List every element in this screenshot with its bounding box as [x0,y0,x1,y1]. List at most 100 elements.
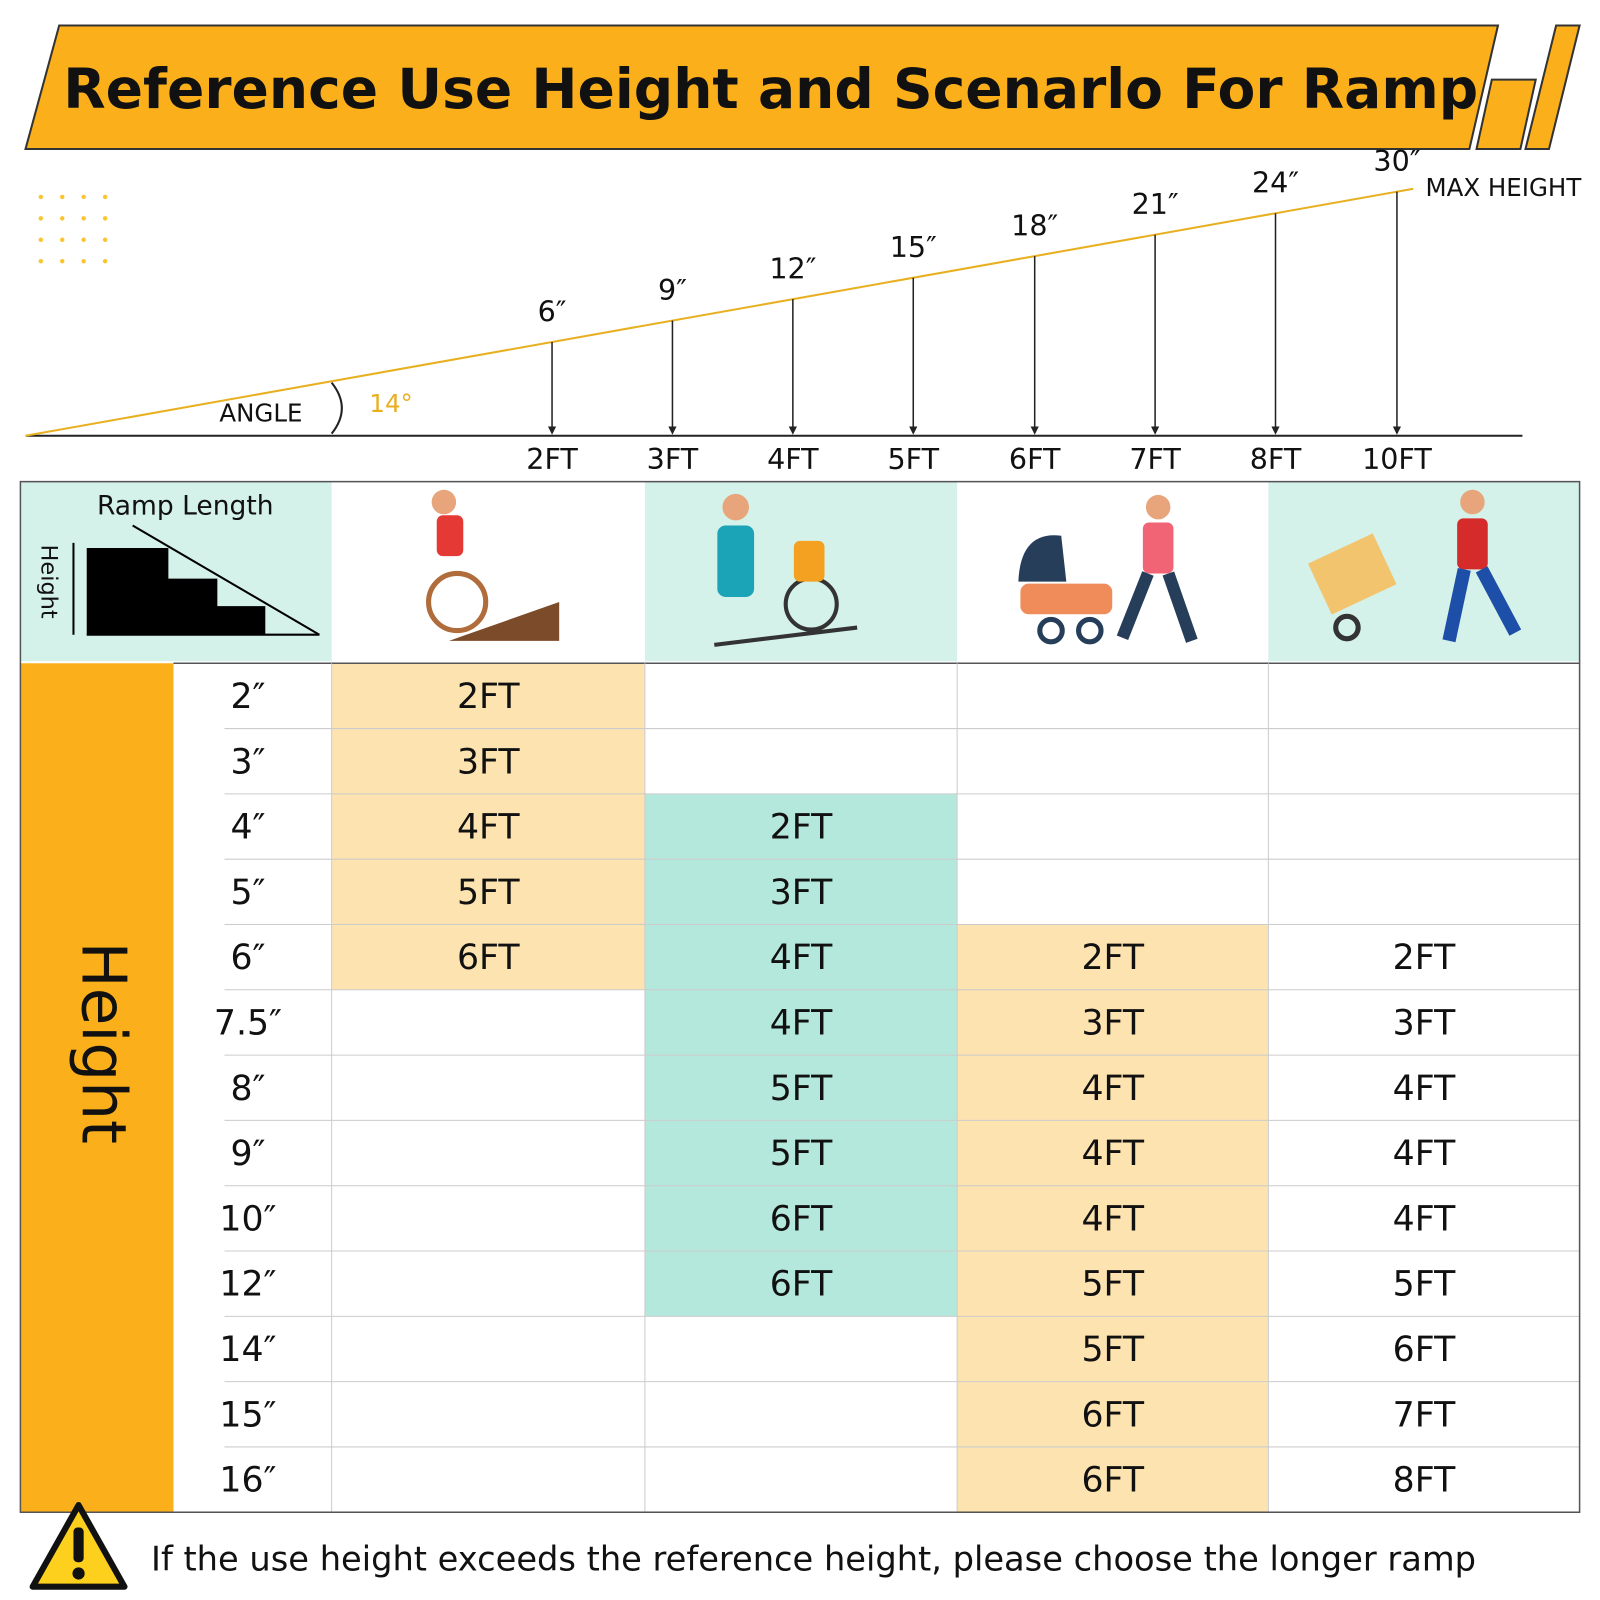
length-label: 3FT [647,442,699,476]
cell-value: 3FT [1393,1003,1456,1043]
length-label: 7FT [1129,442,1181,476]
cell [957,1316,1269,1382]
cell-value: 4FT [1393,1134,1456,1174]
cell-value: 8FT [1393,1461,1456,1501]
cell [957,1120,1269,1186]
cell-value: 6FT [1081,1395,1144,1435]
height-value: 2″ [230,677,265,717]
cell [644,1251,958,1317]
corner-length: Ramp Length [97,491,274,522]
height-value: 9″ [230,1134,265,1174]
height-value: 16″ [219,1461,276,1501]
dot [81,216,86,221]
length-label: 2FT [526,442,578,476]
dot [38,237,44,243]
table-body: 2FT 2″ 3FT 3″ 4FT 2FT 4″ 5FT 3FT 5″ 6FT 4FT 2FT 2FT 6″… [173,662,1580,1513]
cell-value: 2FT [1081,938,1144,978]
cell [331,728,645,794]
cell-value: 2FT [457,677,520,717]
cell-value: 4FT [1393,1069,1456,1109]
height-value: 10″ [219,1199,276,1239]
cell [1268,1185,1580,1252]
title: Reference Use Height and Scenarlo For Ra… [63,57,1478,121]
arrow-head [788,426,797,435]
cell-value: 3FT [457,742,520,782]
cell-value: 7FT [1393,1395,1456,1435]
cell-value: 4FT [1081,1069,1144,1109]
cell-value: 4FT [770,938,833,978]
cell-value: 5FT [1081,1330,1144,1370]
arrow-head [909,426,918,435]
dot [81,237,86,243]
cell [957,1381,1269,1447]
height-value: 12″ [219,1265,276,1305]
dot [60,216,65,221]
arrow-head [1392,426,1402,435]
cell [644,1120,958,1186]
delivery-icon [1308,489,1522,643]
height-value: 4″ [230,808,265,848]
cell-value: 4FT [1081,1134,1144,1174]
cell-value: 2FT [1393,938,1456,978]
height-band [20,663,174,1513]
cell [644,793,958,860]
height-value: 5″ [230,873,265,913]
dot [60,237,65,243]
arrow-head [1151,426,1160,435]
dot [81,258,86,264]
max-height-label: MAX HEIGHT [1426,173,1583,202]
cell [957,1185,1269,1252]
cell [1268,1251,1580,1317]
dot [60,194,65,200]
cell-value: 6FT [457,938,520,978]
banner-stripe [1475,78,1537,150]
dot [60,258,65,264]
stairs-icon [86,547,266,635]
cell [644,859,958,925]
ramp-markers: 6″ 2FT 9″ 3FT 12″ 4FT 15″ 5FT 18″ 6FT 21″ 7FT 24″ 8FT… [526,144,1432,476]
cell-value: 6FT [770,1265,833,1305]
height-value: 14″ [219,1330,276,1370]
height-label: 30″ [1373,144,1420,178]
angle-value: 14° [369,389,412,418]
stroller-icon [1018,494,1198,645]
cell-value: 4FT [1393,1199,1456,1239]
height-label: 18″ [1011,209,1058,243]
cell [957,1251,1269,1317]
angle-arc [330,382,343,435]
height-label: 21″ [1132,187,1179,221]
cell [957,989,1269,1056]
cell-value: 3FT [1081,1003,1144,1043]
banner-stripe [1524,24,1581,150]
height-label: 12″ [769,252,816,286]
cell [331,924,645,990]
length-label: 6FT [1009,442,1061,476]
dot [102,258,108,264]
cell [331,793,645,860]
ramp-icon [132,524,320,636]
cell-value: 5FT [1081,1265,1144,1305]
height-value: 3″ [230,742,265,782]
ramp-slope [25,187,1414,437]
arrow-head [668,426,677,435]
height-label: 9″ [658,273,687,307]
caregiver-icon [714,493,858,647]
arrow-head [1030,426,1039,435]
cell-value: 3FT [770,873,833,913]
cell-value: 6FT [1393,1330,1456,1370]
warning-icon [29,1502,128,1590]
cell [1268,1446,1580,1513]
angle-label: ANGLE [219,398,302,427]
height-value: 6″ [230,938,265,978]
dot [102,237,108,243]
dot [38,258,44,264]
cell [957,924,1269,990]
cell-value: 4FT [770,1003,833,1043]
table-border [19,480,1581,1514]
cell [644,924,958,990]
length-label: 8FT [1250,442,1302,476]
cell-value: 5FT [457,873,520,913]
height-label: 15″ [890,230,937,264]
cell [1268,989,1580,1056]
